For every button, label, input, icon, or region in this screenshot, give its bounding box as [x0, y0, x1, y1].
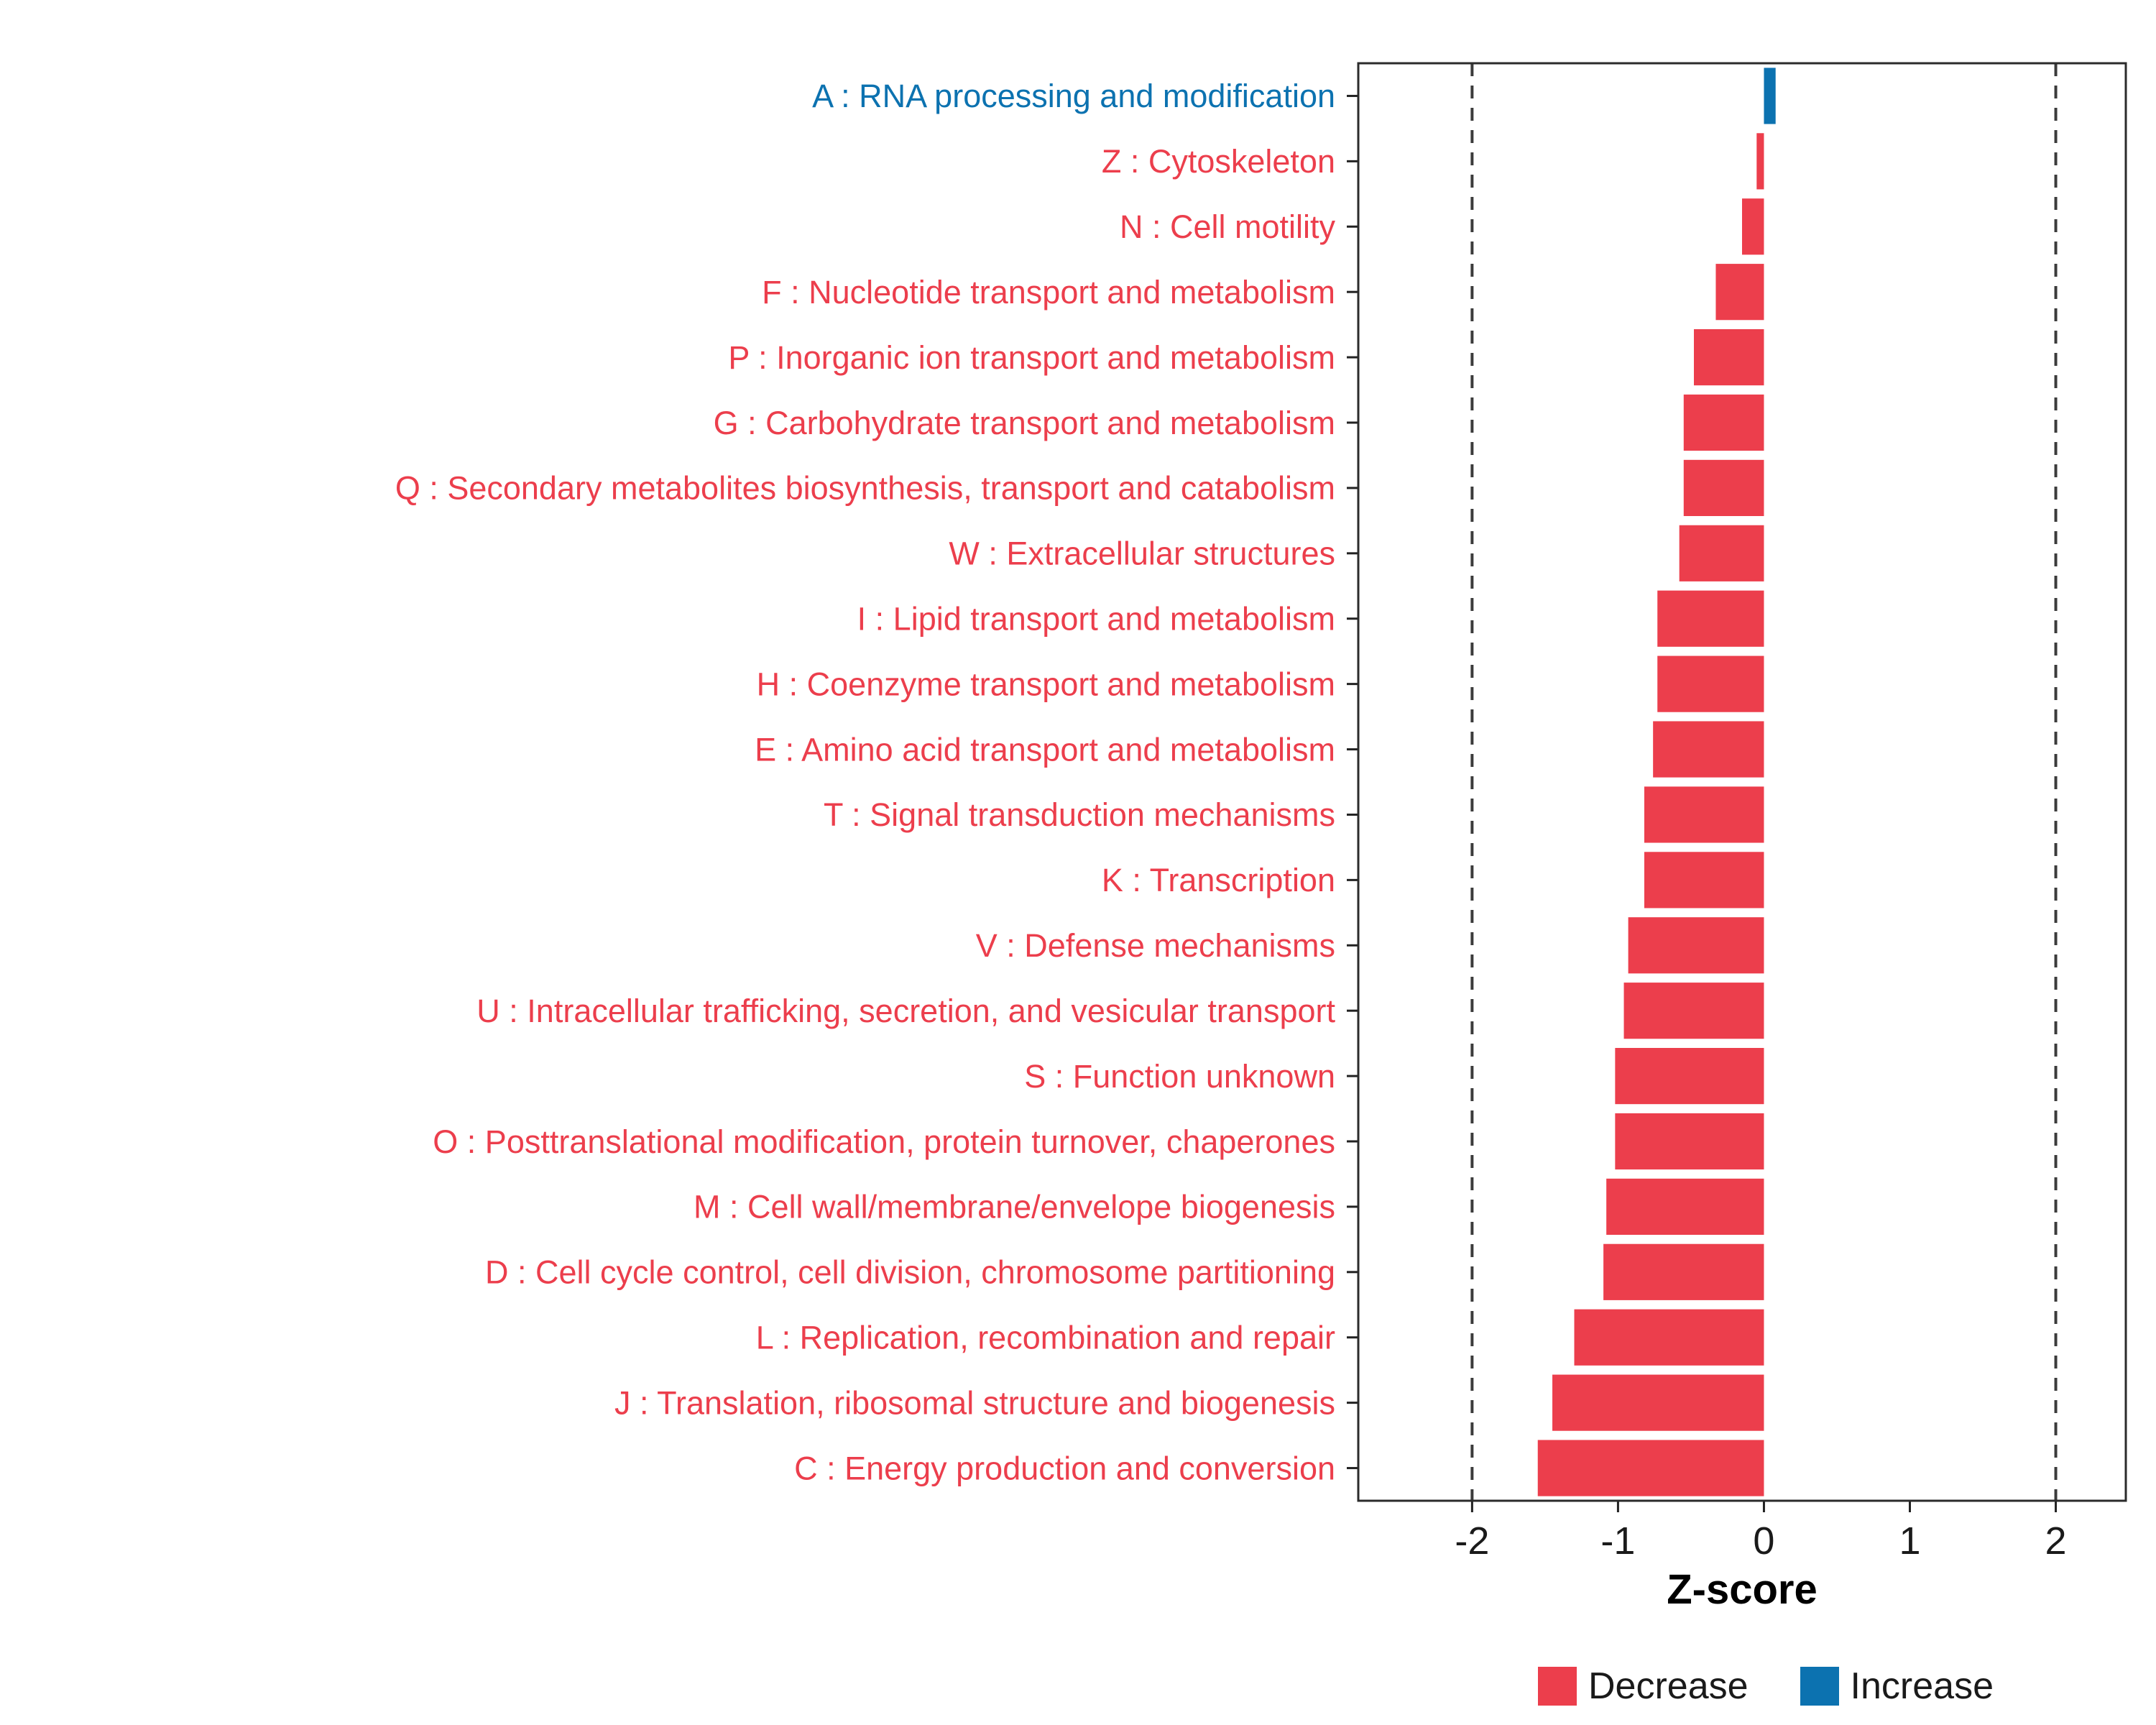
- category-label: K : Transcription: [1102, 862, 1335, 898]
- category-label: L : Replication, recombination and repai…: [756, 1319, 1335, 1356]
- category-label: Q : Secondary metabolites biosynthesis, …: [395, 470, 1335, 507]
- bar: [1683, 394, 1764, 451]
- bar: [1653, 721, 1764, 778]
- bar: [1683, 459, 1764, 516]
- bar: [1679, 525, 1764, 581]
- bar: [1693, 329, 1764, 386]
- legend-label-increase: Increase: [1850, 1665, 1994, 1707]
- bar: [1715, 264, 1764, 321]
- bar: [1537, 1440, 1764, 1496]
- bar: [1764, 68, 1776, 124]
- category-label: O : Posttranslational modification, prot…: [433, 1123, 1335, 1160]
- category-label: S : Function unknown: [1024, 1058, 1335, 1095]
- legend: Decrease Increase: [1537, 1665, 1994, 1708]
- x-tick-label: -2: [1455, 1519, 1489, 1563]
- category-label: W : Extracellular structures: [949, 535, 1335, 572]
- legend-swatch-decrease: [1537, 1667, 1577, 1706]
- legend-swatch-increase: [1800, 1667, 1839, 1706]
- category-label: F : Nucleotide transport and metabolism: [762, 274, 1335, 310]
- bar: [1644, 852, 1764, 908]
- category-label: I : Lipid transport and metabolism: [857, 600, 1335, 637]
- category-label: N : Cell motility: [1120, 208, 1336, 245]
- category-label: G : Carbohydrate transport and metabolis…: [714, 405, 1335, 441]
- bar: [1657, 656, 1764, 712]
- bar: [1644, 786, 1764, 843]
- category-label: V : Defense mechanisms: [976, 927, 1335, 964]
- bar: [1742, 198, 1764, 255]
- legend-label-decrease: Decrease: [1588, 1665, 1749, 1707]
- category-label: T : Signal transduction mechanisms: [824, 796, 1335, 833]
- bar: [1552, 1374, 1764, 1431]
- category-label: A : RNA processing and modification: [812, 78, 1335, 114]
- x-tick-label: -1: [1600, 1519, 1635, 1563]
- bar: [1603, 1243, 1764, 1300]
- panel-border: [1357, 62, 2127, 1502]
- bar: [1615, 1048, 1764, 1105]
- x-axis-title: Z-score: [1667, 1566, 1818, 1613]
- bar: [1606, 1178, 1764, 1235]
- category-label: M : Cell wall/membrane/envelope biogenes…: [694, 1189, 1335, 1225]
- category-label: P : Inorganic ion transport and metaboli…: [728, 339, 1335, 376]
- legend-item-increase: Increase: [1800, 1665, 1994, 1708]
- bar: [1628, 917, 1764, 974]
- category-label: D : Cell cycle control, cell division, c…: [485, 1254, 1335, 1291]
- x-tick-label: 0: [1753, 1519, 1774, 1563]
- category-label: Z : Cytoskeleton: [1102, 143, 1335, 180]
- legend-item-decrease: Decrease: [1537, 1665, 1749, 1708]
- category-label: J : Translation, ribosomal structure and…: [614, 1384, 1335, 1421]
- bar: [1623, 983, 1764, 1039]
- bar: [1615, 1113, 1764, 1170]
- bar: [1756, 133, 1764, 190]
- x-tick-label: 1: [1899, 1519, 1920, 1563]
- bar: [1574, 1309, 1764, 1366]
- category-label: E : Amino acid transport and metabolism: [755, 731, 1335, 768]
- bar: [1657, 590, 1764, 647]
- category-label: U : Intracellular trafficking, secretion…: [476, 993, 1335, 1029]
- category-label: C : Energy production and conversion: [794, 1450, 1335, 1486]
- x-tick-label: 2: [2045, 1519, 2067, 1563]
- category-label: H : Coenzyme transport and metabolism: [757, 666, 1335, 702]
